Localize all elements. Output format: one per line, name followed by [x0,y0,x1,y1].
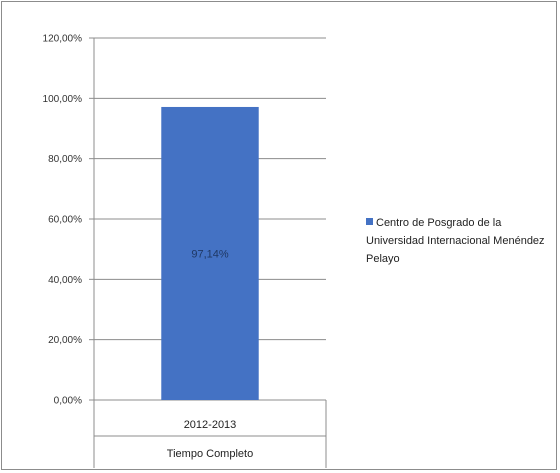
legend-swatch [366,218,373,225]
y-tick-label: 100,00% [43,94,83,105]
legend: Centro de Posgrado de la Universidad Int… [366,214,556,268]
bar-data-label: 97,14% [191,248,229,260]
x-category-group-label: Tiempo Completo [167,448,253,460]
x-category-label: 2012-2013 [184,419,237,431]
y-axis-ticks: 0,00% 20,00% 40,00% 60,00% 80,00% 100,00% 120,… [43,34,94,407]
y-tick-label: 40,00% [48,275,82,286]
y-tick-label: 120,00% [43,34,83,45]
legend-label: Centro de Posgrado de la Universidad Int… [366,217,545,265]
gridlines [94,37,326,341]
y-tick-label: 20,00% [48,335,82,346]
bars: 97,14% [161,106,259,400]
y-tick-label: 80,00% [48,154,82,165]
x-axis-categories: 2012-2013 Tiempo Completo [93,400,327,468]
bar [161,106,259,400]
y-tick-label: 0,00% [54,396,82,407]
y-tick-label: 60,00% [48,215,82,226]
